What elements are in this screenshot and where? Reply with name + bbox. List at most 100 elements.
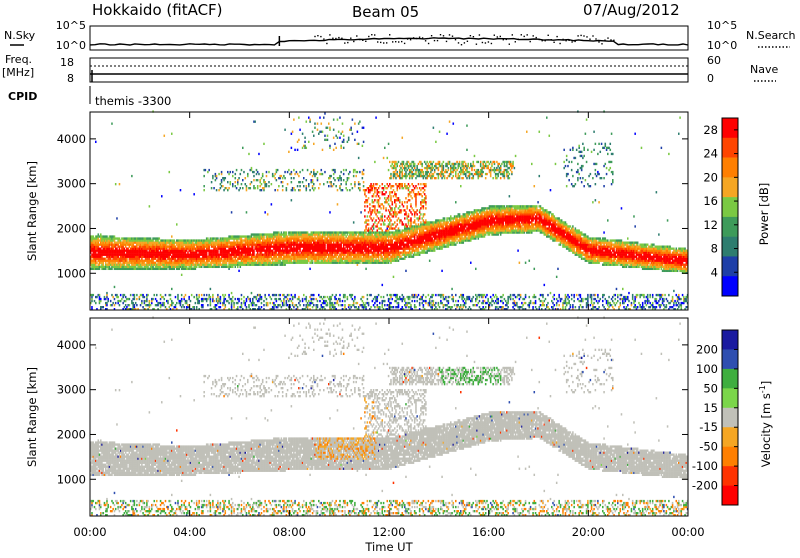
power-cell: [243, 296, 245, 298]
power-cell: [216, 177, 218, 179]
power-cell: [186, 266, 188, 268]
noise-search-dot: [338, 37, 339, 38]
power-cell: [237, 181, 239, 183]
power-cell: [343, 235, 345, 237]
power-cell: [354, 296, 356, 298]
power-cell: [277, 264, 279, 266]
power-cell: [171, 300, 173, 302]
power-cell: [282, 181, 284, 183]
power-cell: [241, 169, 243, 171]
power-cell: [379, 205, 381, 207]
power-cell: [372, 211, 374, 213]
power-cell: [193, 306, 195, 308]
power-cell: [141, 266, 143, 268]
power-cell: [385, 207, 387, 209]
power-cell: [389, 223, 391, 225]
power-cell: [349, 246, 351, 248]
power-cell: [122, 296, 124, 298]
power-cell: [329, 147, 331, 149]
power-cell: [141, 258, 143, 260]
power-cell: [195, 268, 197, 270]
power-cell: [263, 189, 265, 191]
power-cell: [226, 187, 228, 189]
power-cell: [236, 256, 238, 258]
power-cell: [262, 173, 264, 175]
power-cell: [146, 296, 148, 298]
power-cell: [175, 296, 177, 298]
power-cell: [369, 229, 371, 231]
power-cell: [327, 302, 329, 304]
power-cell: [377, 209, 379, 211]
power-cell: [225, 306, 227, 308]
power-cell: [324, 244, 326, 246]
power-cell: [220, 183, 222, 185]
power-cell: [149, 258, 151, 260]
power-cell: [95, 260, 97, 262]
power-cell: [353, 175, 355, 177]
power-cell: [134, 294, 136, 296]
power-cell: [379, 185, 381, 187]
power-cell: [216, 189, 218, 191]
power-cell: [223, 189, 225, 191]
power-cell: [282, 177, 284, 179]
power-cell: [165, 306, 167, 308]
power-cell: [257, 185, 259, 187]
power-cell: [187, 252, 189, 254]
power-cell: [195, 302, 197, 304]
power-cell: [380, 223, 382, 225]
power-cell: [202, 304, 204, 306]
power-cell: [364, 193, 366, 195]
power-cell: [293, 187, 295, 189]
power-cell: [288, 300, 290, 302]
power-cell: [377, 225, 379, 227]
power-cell: [303, 304, 305, 306]
power-cell: [170, 254, 172, 256]
power-cell: [357, 302, 359, 304]
power-cell: [340, 133, 342, 135]
power-cell: [215, 246, 217, 248]
power-cell: [390, 197, 392, 199]
power-cell: [125, 300, 127, 302]
power-cell: [263, 304, 265, 306]
power-cell: [312, 181, 314, 183]
power-cell: [291, 199, 293, 201]
power-cell: [349, 171, 351, 173]
power-cell: [311, 171, 313, 173]
power-cell: [281, 300, 283, 302]
power-cell: [276, 294, 278, 296]
power-cell: [380, 227, 382, 229]
power-cell: [378, 294, 380, 296]
power-cell: [109, 246, 111, 248]
noise-search-dot: [443, 35, 444, 36]
power-cell: [154, 294, 156, 296]
power-cell: [368, 302, 370, 304]
power-cell: [359, 183, 361, 185]
power-cell: [365, 231, 367, 233]
power-cell: [212, 175, 214, 177]
power-cell: [298, 175, 300, 177]
power-cell: [231, 256, 233, 258]
power-cell: [164, 304, 166, 306]
power-cell: [237, 179, 239, 181]
power-cell: [261, 252, 263, 254]
power-cell: [256, 298, 258, 300]
noise-search-dot: [488, 41, 489, 42]
power-cell: [228, 252, 230, 254]
power-cell: [289, 252, 291, 254]
power-cell: [276, 171, 278, 173]
power-cell: [291, 239, 293, 241]
power-cell: [157, 239, 159, 241]
power-cell: [314, 187, 316, 189]
power-cell: [306, 189, 308, 191]
power-cell: [246, 211, 248, 213]
power-cell: [294, 189, 296, 191]
power-cell: [179, 268, 181, 270]
power-cell: [149, 306, 151, 308]
power-cell: [197, 262, 199, 264]
power-cell: [375, 195, 377, 197]
power-cell: [318, 133, 320, 135]
noise-search-dot: [598, 41, 599, 42]
power-cell: [269, 260, 271, 262]
power-cell: [99, 294, 101, 296]
power-cell: [277, 169, 279, 171]
